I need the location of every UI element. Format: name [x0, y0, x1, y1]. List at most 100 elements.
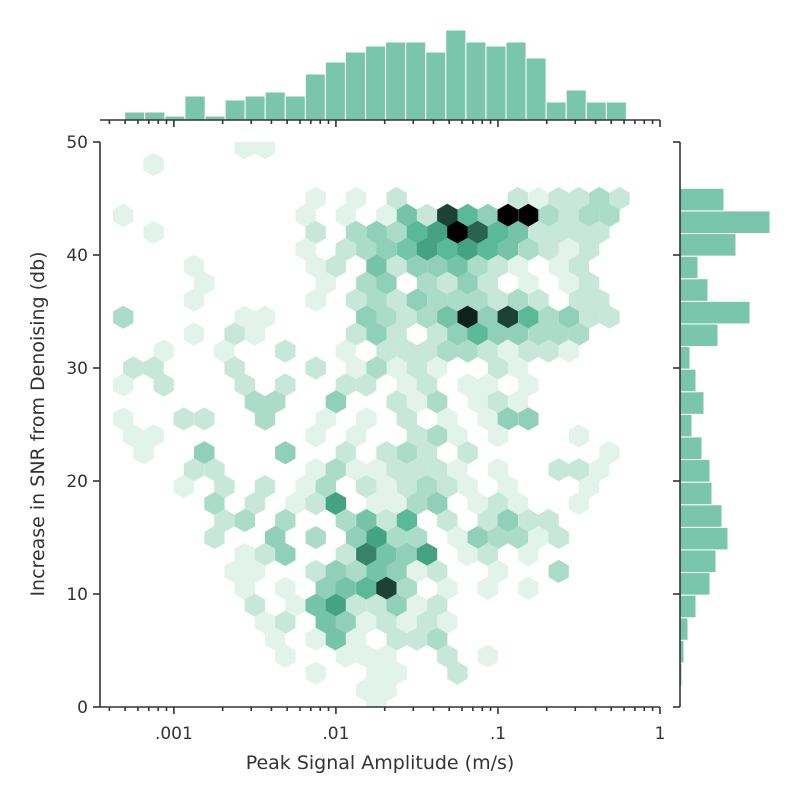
hex-cell — [325, 593, 347, 617]
hex-cell — [477, 271, 498, 295]
hex-cell — [133, 441, 154, 465]
hex-cell — [275, 542, 296, 567]
y-axis-label: Increase in SNR from Denoising (db) — [27, 251, 49, 596]
hex-cell — [427, 627, 448, 651]
hex-cell — [244, 390, 265, 414]
hex-cell — [386, 288, 407, 312]
hex-cell — [477, 576, 498, 600]
hex-cell — [194, 441, 215, 465]
hex-cell — [366, 559, 387, 583]
hex-cell — [467, 525, 488, 550]
hex-cell — [143, 153, 164, 177]
hex-cell — [285, 593, 306, 617]
hex-cell — [366, 593, 387, 617]
hex-cell — [558, 339, 580, 363]
y-tick-label: 10 — [66, 585, 88, 605]
hex-cell — [558, 203, 580, 228]
x-tick-label: 1 — [655, 724, 666, 744]
hex-cell — [356, 271, 377, 295]
y-hist-bar — [679, 210, 771, 235]
hex-cell — [386, 458, 407, 482]
hex-cell — [487, 390, 509, 414]
x-tick-label: .001 — [155, 724, 193, 744]
hex-cell — [528, 525, 549, 550]
hex-cell — [366, 322, 387, 346]
hex-cell — [335, 339, 356, 363]
x-hist-bar — [465, 41, 487, 121]
hex-cell — [406, 356, 428, 380]
hex-cell — [467, 390, 488, 414]
hex-cell — [183, 288, 205, 312]
hex-cell — [386, 525, 407, 550]
hex-cell — [214, 475, 235, 499]
hex-cell — [325, 559, 347, 583]
hex-cell — [335, 644, 356, 668]
hex-cell — [427, 322, 448, 346]
x-hist-bar — [304, 73, 326, 121]
hex-layer — [113, 142, 630, 707]
hex-cell — [376, 678, 397, 702]
hex-cell — [366, 695, 387, 707]
hex-cell — [568, 254, 590, 278]
hex-cell — [437, 271, 458, 295]
hex-cell — [376, 508, 397, 533]
hex-cell — [487, 220, 509, 244]
hex-cell — [558, 305, 580, 329]
x-hist-bar — [525, 57, 547, 121]
y-hist-bar — [679, 413, 693, 438]
hex-cell — [507, 254, 529, 278]
hex-cell — [396, 610, 417, 634]
hex-cell — [477, 203, 498, 228]
hex-cell — [305, 254, 326, 278]
hex-cell — [487, 288, 509, 312]
hex-cell — [477, 508, 498, 533]
hex-cell — [386, 254, 407, 278]
y-hist-bar — [679, 278, 709, 302]
hex-cell — [447, 254, 468, 278]
hex-cell — [305, 458, 326, 482]
hex-cell — [376, 271, 397, 295]
hex-cell — [406, 458, 428, 482]
hex-cell — [507, 390, 529, 414]
hex-cell — [315, 475, 336, 499]
x-hist-bar — [585, 101, 607, 121]
hex-cell — [518, 203, 539, 228]
hex-cell — [295, 237, 316, 261]
hex-cell — [477, 305, 498, 329]
hex-cell — [518, 373, 539, 397]
hex-cell — [406, 220, 428, 244]
hex-cell — [578, 203, 600, 228]
hex-cell — [437, 610, 458, 634]
hex-cell — [214, 339, 235, 363]
hex-cell — [497, 237, 518, 261]
hex-cell — [113, 407, 134, 431]
hex-cell — [487, 322, 509, 346]
hex-cell — [416, 305, 438, 329]
hex-cell — [447, 525, 468, 550]
y-tick-label: 40 — [66, 246, 88, 266]
hex-cell — [376, 475, 397, 499]
hex-cell — [366, 458, 387, 482]
hex-cell — [457, 203, 478, 228]
hex-cell — [356, 644, 377, 668]
hex-cell — [325, 390, 347, 414]
hex-cell — [487, 254, 509, 278]
hex-cell — [507, 220, 529, 244]
hex-cell — [406, 627, 428, 651]
x-hist-bar — [324, 61, 346, 121]
hex-cell — [335, 542, 356, 567]
hex-cell — [457, 542, 478, 567]
hex-cell — [406, 525, 428, 550]
hex-cell — [386, 356, 407, 380]
hex-cell — [437, 644, 458, 668]
hex-cell — [386, 559, 407, 583]
hex-cell — [366, 288, 387, 312]
hex-cell — [335, 441, 356, 465]
hex-cell — [467, 288, 488, 312]
x-hist-bar — [344, 51, 367, 121]
hex-cell — [447, 424, 468, 448]
x-tick-label: .01 — [322, 724, 349, 744]
hex-cell — [335, 203, 356, 228]
hex-cell — [183, 458, 205, 482]
